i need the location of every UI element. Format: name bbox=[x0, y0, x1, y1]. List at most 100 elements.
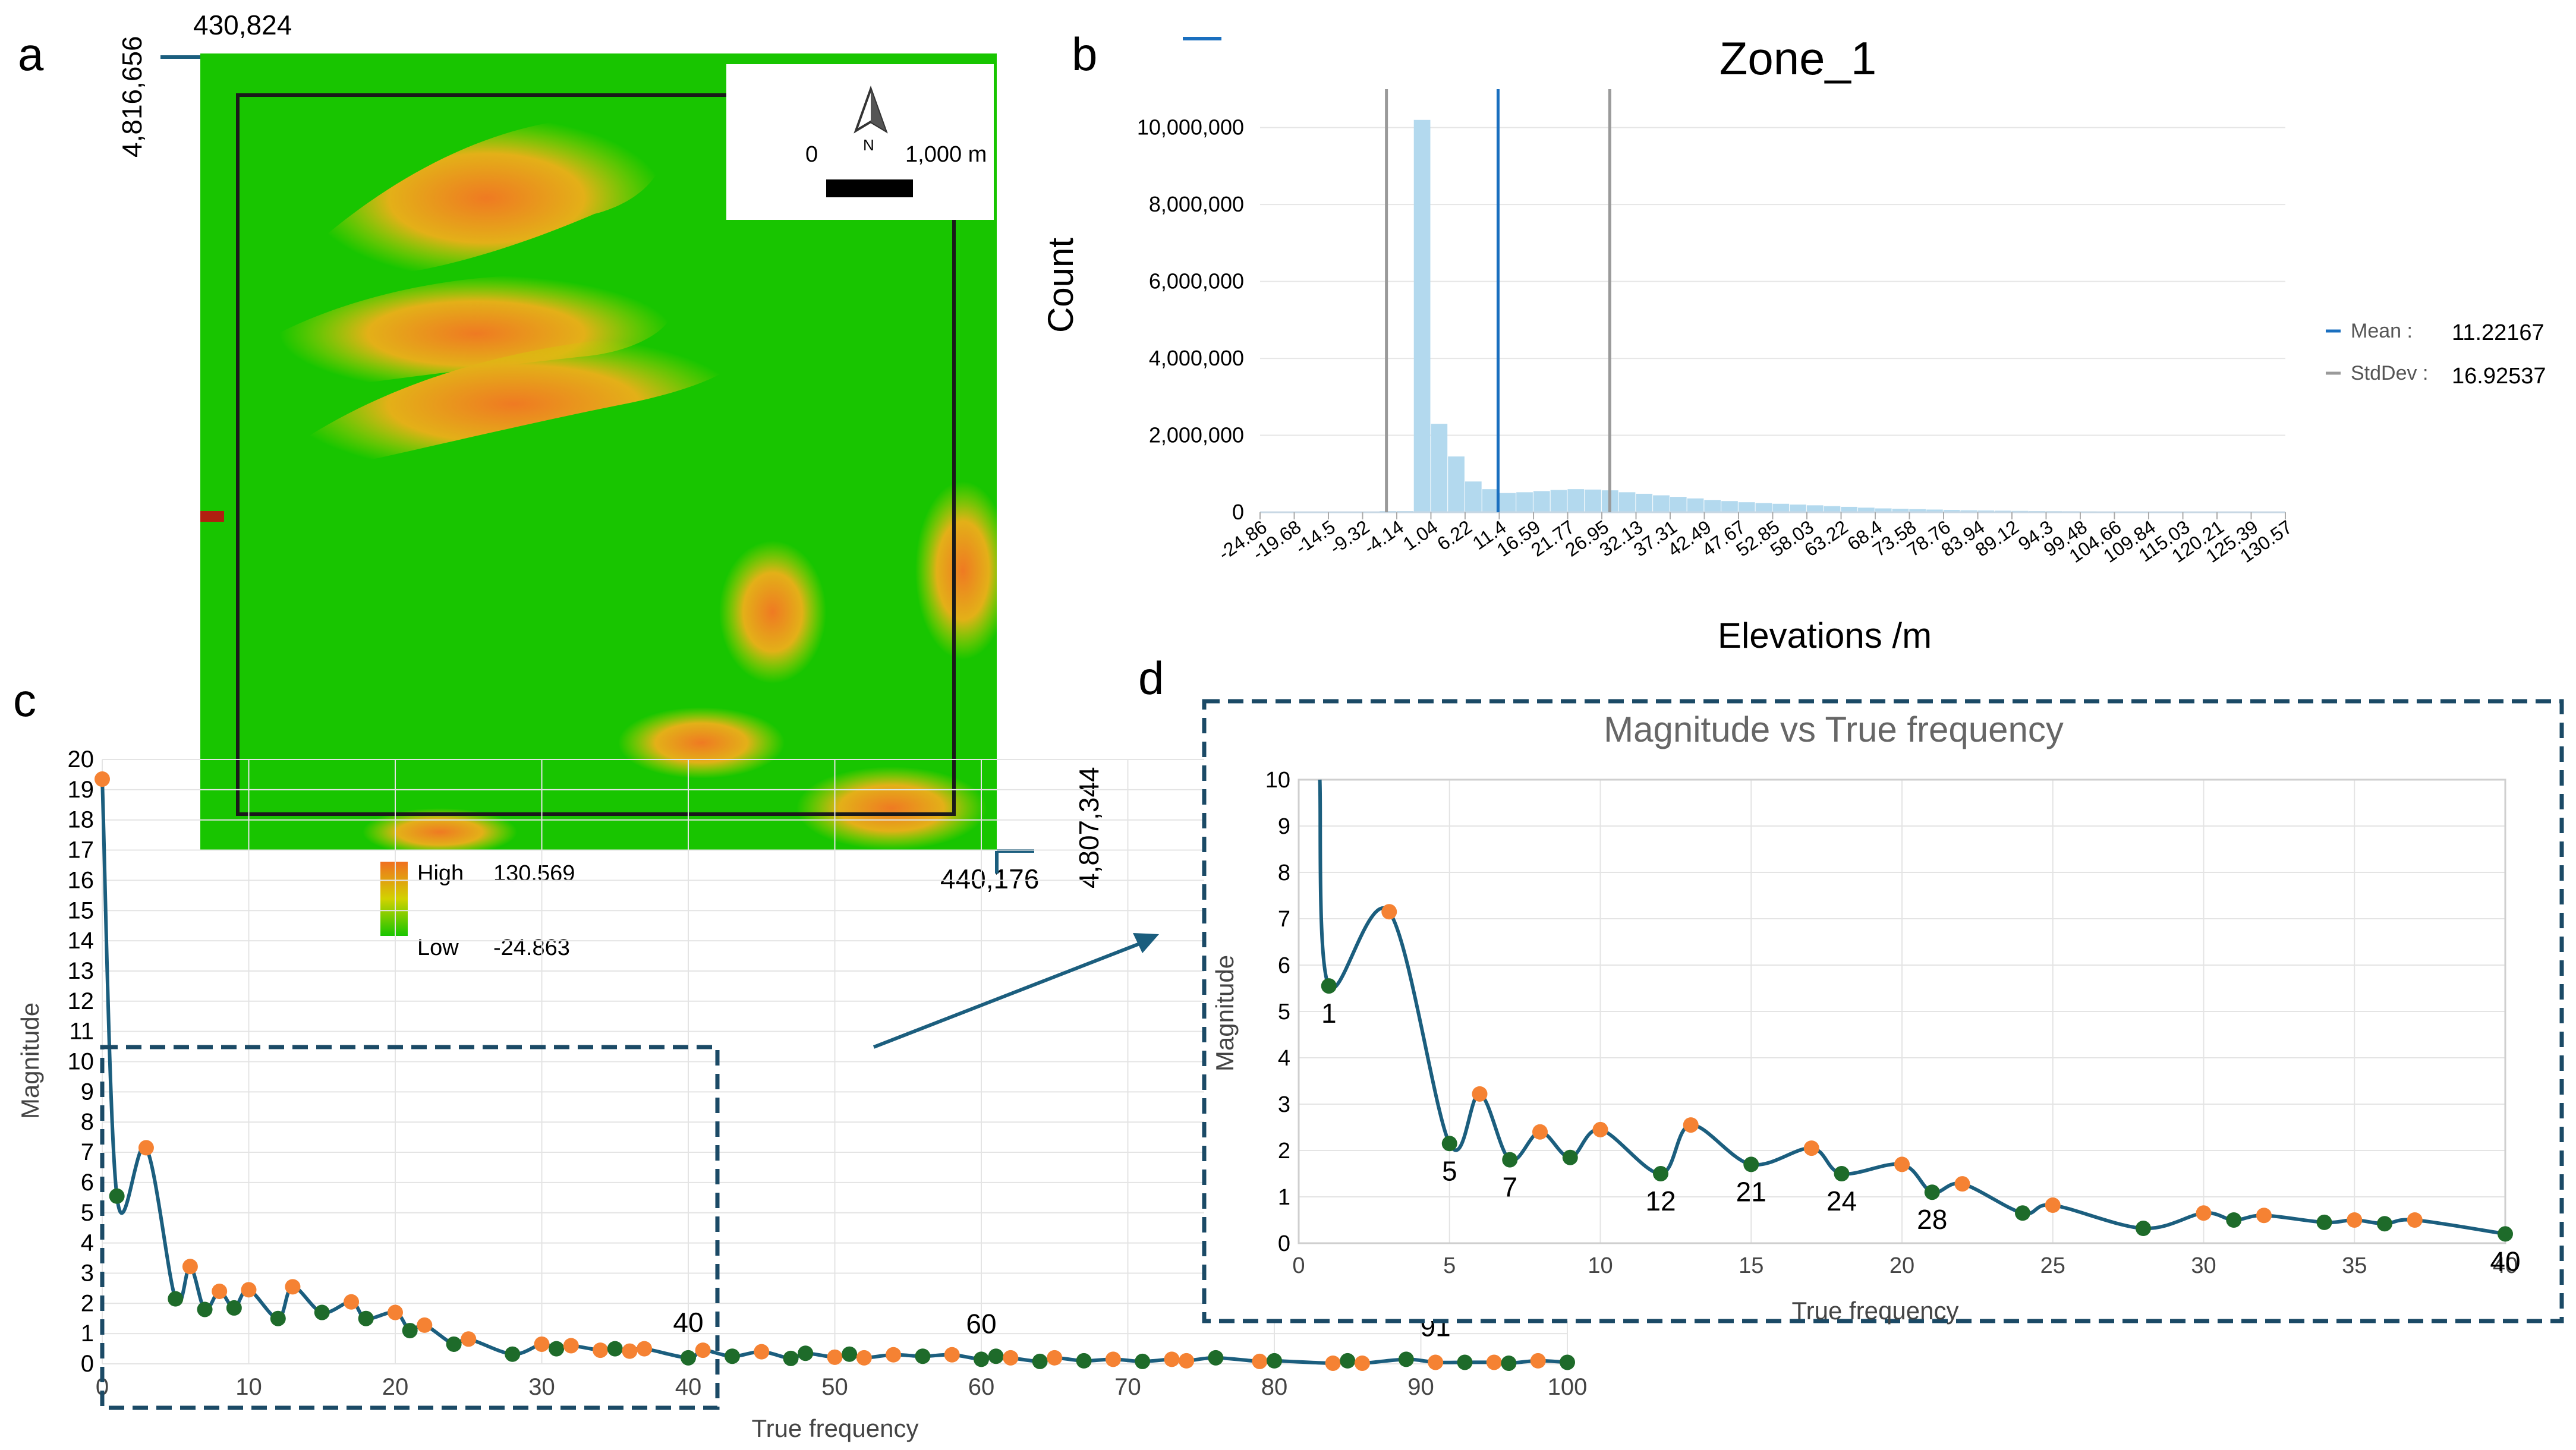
hist-bar bbox=[1413, 119, 1431, 513]
zoom-y-tick: 1 bbox=[1278, 1185, 1290, 1210]
full-point bbox=[1179, 1353, 1195, 1369]
full-point bbox=[1530, 1353, 1546, 1369]
full-point bbox=[138, 1140, 154, 1156]
zoom-point bbox=[1502, 1152, 1518, 1168]
hist-xlabel: Elevations /m bbox=[1718, 616, 1932, 655]
zoom-y-tick-labels: 0 1 2 3 4 5 6 7 8 9 10 bbox=[1265, 768, 1290, 1256]
zoom-point bbox=[1472, 1086, 1488, 1102]
full-point bbox=[1076, 1353, 1092, 1369]
zoom-point bbox=[1683, 1117, 1699, 1133]
coord-top-tick bbox=[160, 53, 205, 80]
full-y-tick: 2 bbox=[81, 1290, 94, 1316]
full-point bbox=[563, 1338, 579, 1354]
scalebar bbox=[826, 179, 913, 197]
zoom-x-tick-labels: 0 5 10 15 20 25 30 35 40 bbox=[1292, 1253, 2518, 1278]
full-point bbox=[1486, 1354, 1502, 1370]
full-point bbox=[314, 1304, 330, 1320]
full-point bbox=[1135, 1353, 1151, 1369]
hist-bar bbox=[1448, 456, 1465, 512]
zoom-y-tick: 0 bbox=[1278, 1231, 1290, 1256]
study-area-frame bbox=[236, 93, 956, 816]
std-legend-value: 16.92537 bbox=[2452, 364, 2546, 389]
scalebar-zero: 0 bbox=[805, 142, 818, 167]
full-point bbox=[1428, 1354, 1444, 1370]
dem-ridge-2 bbox=[279, 275, 673, 392]
zoom-point bbox=[1532, 1124, 1548, 1140]
hist-bar bbox=[1653, 495, 1670, 512]
full-y-tick: 8 bbox=[81, 1109, 94, 1135]
full-point bbox=[1252, 1353, 1268, 1369]
full-point bbox=[856, 1350, 872, 1366]
zoom-point bbox=[2226, 1212, 2242, 1228]
full-x-tick-labels: 0 10 20 30 40 50 60 70 80 90 100 bbox=[96, 1374, 1588, 1400]
panel-a: a 430,824 4,816,656 N 0 1,000 m 440,176 bbox=[18, 10, 1104, 988]
full-x-tick: 30 bbox=[528, 1374, 555, 1400]
full-point bbox=[637, 1341, 653, 1357]
zoom-point bbox=[2316, 1214, 2332, 1230]
full-x-tick: 80 bbox=[1261, 1374, 1288, 1400]
zoom-point bbox=[1592, 1121, 1608, 1137]
coord-top-x: 430,824 bbox=[193, 10, 292, 40]
zoom-point-label: 28 bbox=[1917, 1204, 1947, 1235]
hist-y-tick-labels: 0 2,000,000 4,000,000 6,000,000 8,000,000 10,… bbox=[1137, 115, 1244, 524]
full-y-tick: 9 bbox=[81, 1079, 94, 1105]
panel-label-a: a bbox=[18, 28, 44, 80]
hist-bar bbox=[1670, 497, 1687, 512]
full-point bbox=[270, 1310, 286, 1326]
full-point bbox=[754, 1344, 770, 1360]
zoom-point-label: 5 bbox=[1442, 1155, 1457, 1186]
hist-y-tick: 0 bbox=[1232, 500, 1244, 524]
full-point bbox=[1047, 1350, 1063, 1366]
full-x-tick: 50 bbox=[821, 1374, 848, 1400]
zoom-y-tick: 4 bbox=[1278, 1046, 1290, 1071]
full-y-tick: 15 bbox=[68, 897, 95, 923]
zoom-y-tick: 7 bbox=[1278, 907, 1290, 932]
hist-bars bbox=[1260, 119, 2285, 513]
full-y-tick: 3 bbox=[81, 1260, 94, 1286]
full-point bbox=[798, 1345, 814, 1361]
full-y-tick: 0 bbox=[81, 1351, 94, 1377]
full-point bbox=[593, 1342, 609, 1358]
mean-legend-label: Mean : bbox=[2351, 320, 2413, 342]
full-point bbox=[724, 1348, 740, 1364]
north-label: N bbox=[863, 136, 874, 154]
full-point bbox=[1340, 1353, 1356, 1369]
arrowhead-icon bbox=[1133, 933, 1159, 953]
hist-bar bbox=[1516, 492, 1533, 512]
zoom-ylabel: Magnitude bbox=[1211, 955, 1239, 1071]
full-point bbox=[695, 1342, 711, 1358]
full-point-label: 40 bbox=[673, 1307, 703, 1338]
zoom-point bbox=[1834, 1166, 1850, 1181]
zoom-point-label: 7 bbox=[1502, 1172, 1517, 1203]
full-x-tick: 60 bbox=[968, 1374, 995, 1400]
zoom-point-label: 24 bbox=[1826, 1186, 1857, 1216]
zoom-x-tick: 25 bbox=[2040, 1253, 2065, 1278]
zoom-xlabel: True frequency bbox=[1792, 1297, 1959, 1325]
hist-bar bbox=[1909, 509, 1926, 512]
zoom-x-tick: 10 bbox=[1588, 1253, 1613, 1278]
dem-hill-6 bbox=[915, 481, 997, 660]
dem-ridge-3 bbox=[285, 333, 742, 475]
full-point bbox=[1501, 1355, 1517, 1371]
zoom-point bbox=[1954, 1176, 1970, 1192]
hist-y-tick: 10,000,000 bbox=[1137, 115, 1244, 140]
zoom-x-tick: 40 bbox=[2493, 1253, 2518, 1278]
full-point bbox=[212, 1283, 228, 1299]
zoom-region-box bbox=[100, 1045, 720, 1410]
legend-high-label: High bbox=[417, 861, 464, 886]
dem-edge-feature bbox=[200, 511, 224, 522]
hist-bar bbox=[1721, 501, 1738, 512]
zoom-point bbox=[2136, 1221, 2151, 1237]
hist-bar bbox=[1636, 493, 1653, 512]
zoom-x-tick: 20 bbox=[1890, 1253, 1914, 1278]
zoom-point bbox=[1441, 1136, 1457, 1152]
hist-bar bbox=[1482, 489, 1499, 512]
hist-bar bbox=[1465, 481, 1482, 512]
elevation-legend: High 130.569 Low -24.863 bbox=[373, 850, 629, 988]
hist-bar bbox=[1858, 508, 1875, 512]
hist-bar bbox=[1790, 505, 1806, 512]
full-point bbox=[344, 1294, 360, 1310]
full-x-tick: 40 bbox=[675, 1374, 702, 1400]
